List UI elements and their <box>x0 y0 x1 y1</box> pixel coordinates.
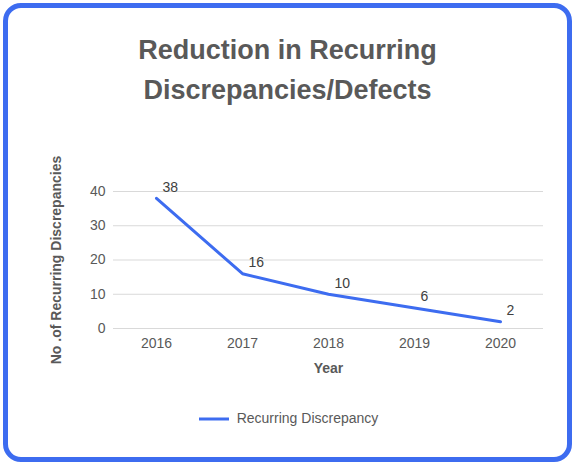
svg-text:No .of Recurring Discrepancies: No .of Recurring Discrepancies <box>48 156 64 365</box>
svg-text:2: 2 <box>507 302 515 318</box>
svg-text:2017: 2017 <box>227 335 258 351</box>
svg-text:Year: Year <box>314 360 344 376</box>
svg-text:6: 6 <box>421 288 429 304</box>
html-text:Reduction in Recurring Discrep: Reduction in Recurring Discrepancies/Def… <box>138 35 437 105</box>
svg-text:40: 40 <box>90 183 106 199</box>
svg-text:10: 10 <box>335 275 351 291</box>
svg-text:2018: 2018 <box>313 335 344 351</box>
svg-text:38: 38 <box>163 179 179 195</box>
svg-text:2020: 2020 <box>485 335 516 351</box>
svg-text:20: 20 <box>90 251 106 267</box>
svg-text:30: 30 <box>90 217 106 233</box>
svg-text:10: 10 <box>90 286 106 302</box>
svg-text:16: 16 <box>249 254 265 270</box>
html-text:Recurring Discrepancy: Recurring Discrepancy <box>236 410 379 426</box>
svg-text:2019: 2019 <box>399 335 430 351</box>
svg-text:2016: 2016 <box>141 335 172 351</box>
svg-text:0: 0 <box>98 320 106 336</box>
